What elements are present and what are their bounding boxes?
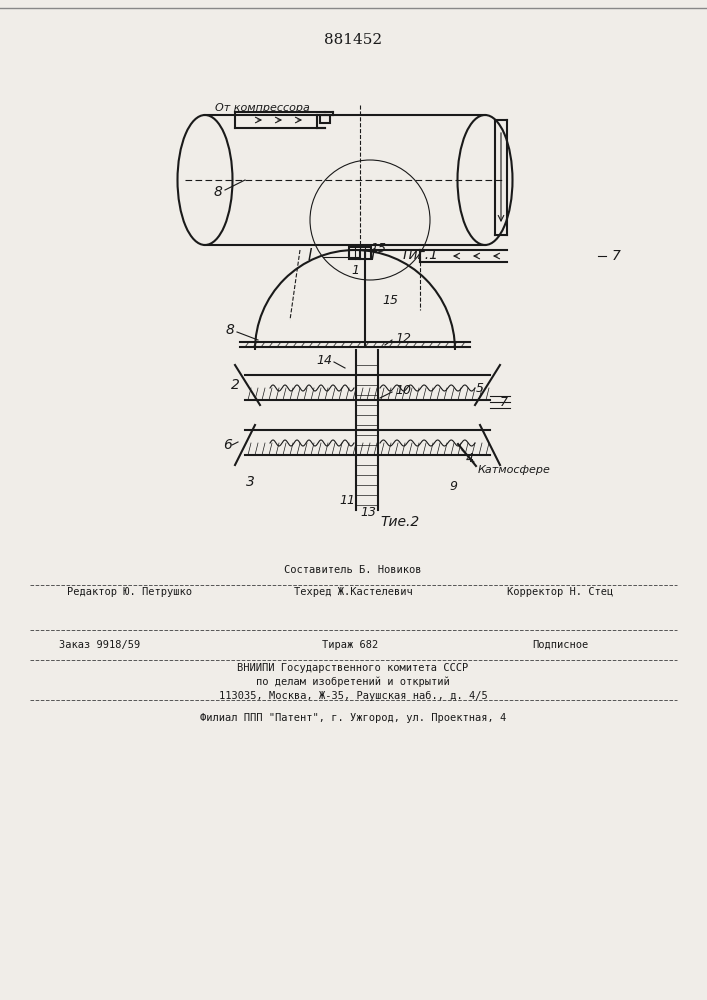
Ellipse shape <box>177 115 233 245</box>
Text: 2: 2 <box>230 378 240 392</box>
Text: 15: 15 <box>370 241 386 254</box>
Text: ВНИИПИ Государственного комитета СССР: ВНИИПИ Государственного комитета СССР <box>238 663 469 673</box>
Text: 7: 7 <box>612 249 621 263</box>
Text: 10: 10 <box>395 383 411 396</box>
Text: 14: 14 <box>316 354 332 366</box>
Text: Катмосфере: Катмосфере <box>478 465 551 475</box>
Text: Техред Ж.Кастелевич: Техред Ж.Кастелевич <box>293 587 412 597</box>
Text: 8: 8 <box>226 323 235 337</box>
Bar <box>320 115 330 123</box>
Text: 9: 9 <box>449 481 457 493</box>
Text: Тираж 682: Тираж 682 <box>322 640 378 650</box>
Text: 881452: 881452 <box>324 33 382 47</box>
Text: Филиал ППП "Патент", г. Ужгород, ул. Проектная, 4: Филиал ППП "Патент", г. Ужгород, ул. Про… <box>200 713 506 723</box>
Text: 11: 11 <box>339 493 355 506</box>
Text: Редактор Ю. Петрушко: Редактор Ю. Петрушко <box>67 587 192 597</box>
Text: 4: 4 <box>466 452 474 464</box>
Text: 3: 3 <box>245 475 255 489</box>
Text: 5: 5 <box>476 381 484 394</box>
Text: Составитель Б. Новиков: Составитель Б. Новиков <box>284 565 422 575</box>
Ellipse shape <box>457 115 513 245</box>
Text: 7: 7 <box>500 395 508 408</box>
Text: 6: 6 <box>223 438 233 452</box>
Text: $I$: $I$ <box>307 247 313 263</box>
Text: 15: 15 <box>382 294 398 306</box>
Text: 1: 1 <box>351 263 359 276</box>
Text: 12: 12 <box>395 332 411 344</box>
Text: Τиг.1: Τиг.1 <box>400 248 438 262</box>
Text: От компрессора: От компрессора <box>215 103 310 113</box>
Text: $I$: $I$ <box>370 247 376 263</box>
Text: Подписное: Подписное <box>532 640 588 650</box>
Text: 8: 8 <box>214 185 223 199</box>
Text: по делам изобретений и открытий: по делам изобретений и открытий <box>256 677 450 687</box>
Text: Τие.2: Τие.2 <box>380 515 419 529</box>
Bar <box>349 247 371 259</box>
Text: Корректор Н. Стец: Корректор Н. Стец <box>507 587 613 597</box>
Text: 13: 13 <box>360 506 376 520</box>
Text: Заказ 9918/59: Заказ 9918/59 <box>59 640 141 650</box>
Text: 113035, Москва, Ж-35, Раушская наб., д. 4/5: 113035, Москва, Ж-35, Раушская наб., д. … <box>218 691 487 701</box>
